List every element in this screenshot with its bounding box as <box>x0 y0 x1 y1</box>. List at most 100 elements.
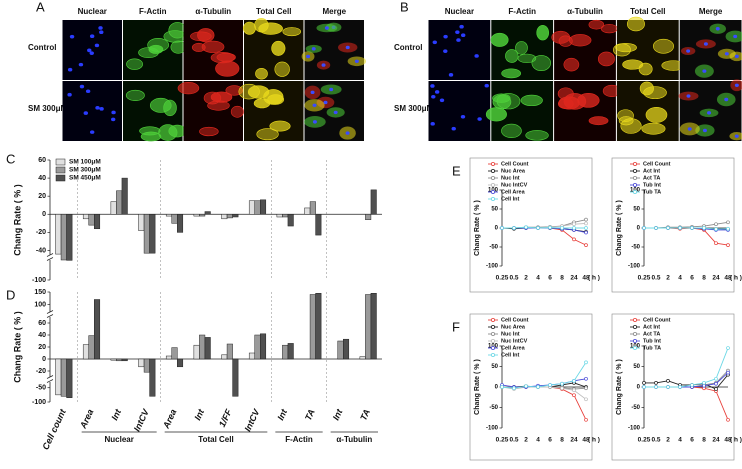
legend-marker <box>490 317 495 322</box>
y-tick-label: -20 <box>36 368 46 375</box>
nucleus <box>89 51 94 55</box>
legend-marker <box>490 189 495 194</box>
y-tick-label: 60 <box>38 320 46 327</box>
panel-label: F <box>452 319 460 334</box>
y-tick-label: 0 <box>637 226 641 232</box>
column-header: Total Cell <box>256 7 291 16</box>
bar <box>177 214 184 233</box>
legend-marker <box>633 175 638 180</box>
nucleus <box>99 30 104 35</box>
x-tick-label: Int <box>192 407 206 422</box>
x-tick-label: 6 <box>548 275 552 282</box>
legend-marker <box>633 317 638 322</box>
legend-marker <box>490 196 495 201</box>
cell <box>652 38 674 54</box>
y-tick-label: 20 <box>38 344 46 351</box>
cell <box>282 27 302 37</box>
bar <box>315 293 322 360</box>
point <box>584 230 588 235</box>
panel-label: E <box>452 163 461 178</box>
nucleus <box>460 114 466 119</box>
nucleus <box>85 89 91 94</box>
cell <box>501 123 522 139</box>
cell <box>170 40 186 54</box>
y-tick-label: -50 <box>489 245 498 251</box>
cell <box>536 25 550 41</box>
nucleus <box>89 34 95 39</box>
nucleus <box>99 107 104 111</box>
bar <box>248 352 255 360</box>
cell <box>269 120 291 132</box>
y-tick-label: 50 <box>491 364 498 370</box>
x-tick-label: 4 <box>536 275 540 282</box>
cell <box>620 118 642 134</box>
point <box>560 386 564 391</box>
x-tick-label: 0.5 <box>651 275 660 282</box>
legend-label: Nuc IntCV <box>501 182 528 188</box>
nucleus <box>311 47 316 51</box>
cell <box>256 128 279 141</box>
group-label: Total Cell <box>198 435 233 444</box>
panel-label: D <box>6 287 15 302</box>
x-tick-label: 24 <box>712 437 720 444</box>
bar <box>221 214 228 220</box>
bar <box>365 214 372 220</box>
point <box>642 226 646 230</box>
axis-break <box>46 257 54 261</box>
nucleus <box>329 87 334 92</box>
point <box>584 376 588 381</box>
cell <box>225 85 243 96</box>
legend-marker <box>633 189 638 194</box>
nucleus <box>702 69 707 73</box>
column-header: Merge <box>699 7 723 16</box>
nucleus <box>345 45 350 50</box>
nucleus <box>87 48 92 53</box>
cell <box>201 40 225 53</box>
x-tick-label: 4 <box>678 437 682 444</box>
y-tick-label: 40 <box>38 332 46 339</box>
x-tick-label: 8 <box>560 437 564 444</box>
micrograph <box>62 20 122 80</box>
bar <box>171 214 178 224</box>
bar <box>116 190 123 215</box>
x-tick-label: 2 <box>524 275 528 282</box>
cell <box>158 124 178 141</box>
nucleus <box>95 106 100 110</box>
x-tick-label: 8 <box>560 275 564 282</box>
point <box>714 241 718 246</box>
column-header: Nuclear <box>445 7 474 16</box>
bar <box>315 214 322 236</box>
micrograph <box>428 20 491 80</box>
nucleus <box>83 111 89 115</box>
cell <box>140 131 162 142</box>
point <box>666 226 670 230</box>
x-tick-label: 6 <box>690 275 694 282</box>
cell <box>253 98 271 109</box>
y-tick-label: 0 <box>42 211 46 218</box>
bar <box>193 344 200 360</box>
nucleus <box>734 54 739 59</box>
legend-label: Cell Area <box>501 189 526 195</box>
legend-marker <box>490 168 495 173</box>
legend-swatch <box>55 174 66 182</box>
row-label: Control <box>394 43 422 52</box>
cell <box>639 81 654 96</box>
x-tick-label: 48 <box>582 275 590 282</box>
bar <box>165 214 172 217</box>
cell <box>243 21 256 35</box>
point <box>726 220 730 225</box>
point <box>642 381 646 385</box>
column-header: Merge <box>322 7 346 16</box>
point <box>642 385 646 389</box>
bar <box>143 214 150 254</box>
y-tick-label: 0 <box>42 356 46 363</box>
nucleus <box>724 97 729 102</box>
legend-marker <box>490 331 495 336</box>
bar <box>248 200 255 215</box>
legend-label: Nuc Area <box>501 168 526 174</box>
legend-marker <box>633 168 638 173</box>
legend-marker <box>490 175 495 180</box>
legend-label: Tub TA <box>643 345 661 351</box>
cell <box>216 52 236 62</box>
bar <box>143 358 150 373</box>
